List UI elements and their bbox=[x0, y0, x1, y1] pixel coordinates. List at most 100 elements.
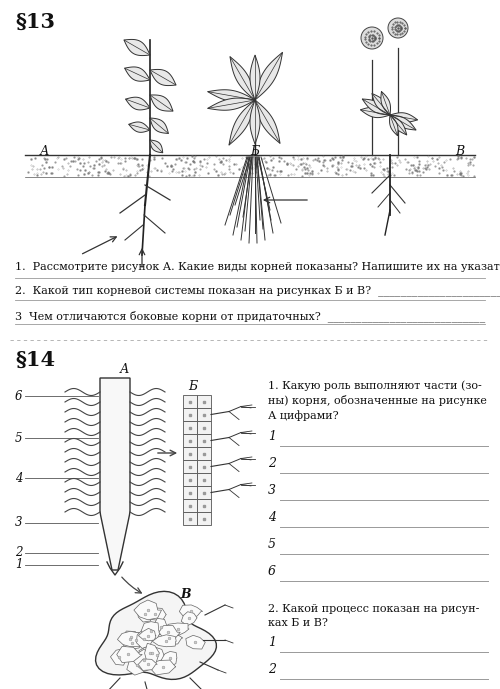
Polygon shape bbox=[118, 631, 141, 646]
Polygon shape bbox=[180, 605, 203, 618]
Polygon shape bbox=[160, 652, 177, 666]
Polygon shape bbox=[152, 619, 168, 635]
Text: §14: §14 bbox=[15, 350, 55, 370]
Polygon shape bbox=[138, 606, 152, 622]
Text: 1.  Рассмотрите рисунок А. Какие виды корней показаны? Напишите их на указателях: 1. Рассмотрите рисунок А. Какие виды кор… bbox=[15, 262, 500, 272]
Bar bbox=[197, 421, 211, 434]
Text: Б: Б bbox=[250, 145, 259, 158]
Polygon shape bbox=[127, 633, 144, 648]
Polygon shape bbox=[255, 52, 282, 100]
Polygon shape bbox=[362, 99, 390, 115]
Text: §13: §13 bbox=[15, 12, 55, 32]
Polygon shape bbox=[100, 378, 130, 570]
Text: 4: 4 bbox=[268, 511, 276, 524]
Text: 6: 6 bbox=[268, 565, 276, 578]
Bar bbox=[183, 486, 197, 499]
Text: 6: 6 bbox=[15, 389, 22, 402]
Bar bbox=[197, 460, 211, 473]
Text: 3: 3 bbox=[268, 484, 276, 497]
Polygon shape bbox=[138, 659, 157, 670]
Text: 2. Какой процесс показан на рисун-
ках Б и В?: 2. Какой процесс показан на рисун- ках Б… bbox=[268, 604, 480, 628]
Text: А: А bbox=[40, 145, 50, 158]
Polygon shape bbox=[159, 626, 180, 640]
Polygon shape bbox=[126, 97, 150, 110]
Bar bbox=[183, 408, 197, 421]
Bar bbox=[197, 499, 211, 512]
Polygon shape bbox=[122, 636, 144, 649]
Polygon shape bbox=[208, 90, 255, 102]
Polygon shape bbox=[360, 107, 390, 118]
Polygon shape bbox=[372, 94, 390, 115]
Polygon shape bbox=[128, 122, 150, 132]
Polygon shape bbox=[152, 635, 176, 647]
Text: 1: 1 bbox=[268, 636, 276, 649]
Text: В: В bbox=[180, 588, 190, 601]
Polygon shape bbox=[390, 115, 398, 136]
Polygon shape bbox=[124, 67, 150, 81]
Polygon shape bbox=[122, 631, 140, 643]
Polygon shape bbox=[255, 100, 280, 143]
Polygon shape bbox=[150, 95, 173, 111]
Text: 2: 2 bbox=[268, 663, 276, 676]
Text: 5: 5 bbox=[15, 431, 22, 444]
Circle shape bbox=[361, 27, 383, 49]
Polygon shape bbox=[149, 660, 176, 675]
Bar bbox=[183, 473, 197, 486]
Polygon shape bbox=[110, 648, 128, 665]
Polygon shape bbox=[124, 39, 150, 56]
Polygon shape bbox=[136, 630, 154, 648]
Text: 1. Какую роль выполняют части (зо-
ны) корня, обозначенные на рисунке
А цифрами?: 1. Какую роль выполняют части (зо- ны) к… bbox=[268, 380, 487, 421]
Polygon shape bbox=[250, 100, 260, 144]
Bar bbox=[183, 447, 197, 460]
Bar bbox=[183, 512, 197, 525]
Polygon shape bbox=[134, 600, 162, 620]
Polygon shape bbox=[150, 118, 169, 134]
Polygon shape bbox=[390, 115, 416, 130]
Bar bbox=[197, 408, 211, 421]
Bar bbox=[183, 421, 197, 434]
Text: 5: 5 bbox=[268, 538, 276, 551]
Polygon shape bbox=[390, 115, 406, 135]
Polygon shape bbox=[390, 113, 417, 122]
Text: 4: 4 bbox=[15, 471, 22, 484]
Polygon shape bbox=[144, 644, 160, 664]
Polygon shape bbox=[182, 612, 197, 626]
Polygon shape bbox=[116, 646, 142, 663]
Polygon shape bbox=[208, 98, 255, 110]
Text: 3  Чем отличаются боковые корни от придаточных?  ____________________________: 3 Чем отличаются боковые корни от придат… bbox=[15, 310, 485, 322]
Bar bbox=[197, 473, 211, 486]
Polygon shape bbox=[149, 647, 164, 662]
Text: Б: Б bbox=[188, 380, 197, 393]
Bar bbox=[183, 460, 197, 473]
Polygon shape bbox=[127, 655, 148, 675]
Polygon shape bbox=[132, 649, 154, 672]
Polygon shape bbox=[144, 608, 167, 621]
Text: 2: 2 bbox=[268, 457, 276, 470]
Text: 1: 1 bbox=[268, 430, 276, 443]
Text: 2: 2 bbox=[15, 546, 22, 559]
Polygon shape bbox=[150, 140, 162, 153]
Bar bbox=[197, 512, 211, 525]
Circle shape bbox=[388, 18, 408, 38]
Text: 3: 3 bbox=[15, 517, 22, 530]
Polygon shape bbox=[141, 621, 161, 640]
Polygon shape bbox=[96, 591, 216, 679]
Text: В: В bbox=[455, 145, 464, 158]
Bar bbox=[197, 434, 211, 447]
Polygon shape bbox=[381, 92, 390, 115]
Bar bbox=[183, 434, 197, 447]
Bar bbox=[197, 447, 211, 460]
Polygon shape bbox=[250, 55, 260, 100]
Bar bbox=[183, 395, 197, 408]
Polygon shape bbox=[139, 646, 162, 659]
Polygon shape bbox=[150, 70, 176, 85]
Bar bbox=[197, 395, 211, 408]
Polygon shape bbox=[229, 100, 255, 145]
Polygon shape bbox=[163, 623, 189, 636]
Polygon shape bbox=[230, 56, 255, 100]
Text: 1: 1 bbox=[15, 559, 22, 571]
Bar bbox=[183, 499, 197, 512]
Text: А: А bbox=[120, 363, 130, 376]
Polygon shape bbox=[138, 628, 156, 641]
Polygon shape bbox=[186, 635, 206, 649]
